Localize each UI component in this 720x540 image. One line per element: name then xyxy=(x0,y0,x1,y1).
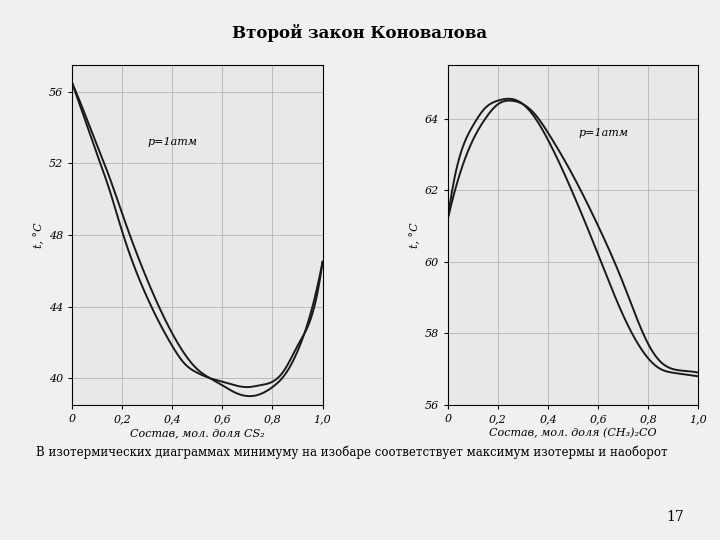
Text: p=1атм: p=1атм xyxy=(578,129,628,138)
Y-axis label: t, °C: t, °C xyxy=(410,222,420,248)
Text: p=1атм: p=1атм xyxy=(147,137,197,147)
Text: 17: 17 xyxy=(666,510,684,524)
X-axis label: Состав, мол. доля CS₂: Состав, мол. доля CS₂ xyxy=(130,428,264,438)
Y-axis label: t, °C: t, °C xyxy=(34,222,45,248)
X-axis label: Состав, мол. доля (CH₃)₂CO: Состав, мол. доля (CH₃)₂CO xyxy=(490,428,657,438)
Text: В изотермических диаграммах минимуму на изобаре соответствует максимум изотермы : В изотермических диаграммах минимуму на … xyxy=(36,446,667,459)
Text: Второй закон Коновалова: Второй закон Коновалова xyxy=(233,24,487,42)
